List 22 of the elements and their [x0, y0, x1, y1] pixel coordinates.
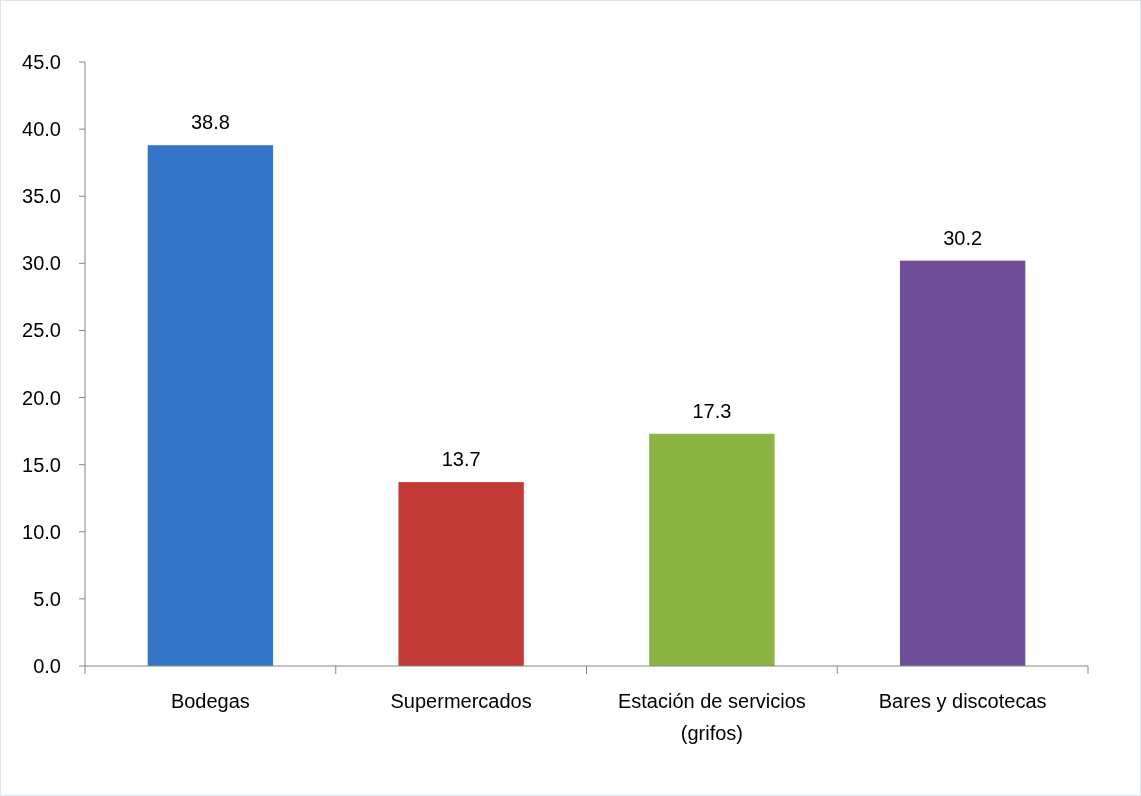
x-tick-label: Estación de servicios (grifos): [617, 690, 806, 744]
y-tick-label: 5.0: [33, 587, 61, 610]
x-tick-label: Bodegas: [170, 690, 250, 712]
y-tick-label: 20.0: [22, 386, 61, 409]
y-tick-label: 35.0: [22, 185, 61, 208]
bar: [649, 433, 775, 666]
data-label: 17.3: [692, 399, 732, 422]
x-tick-label: Supermercados: [390, 690, 532, 712]
x-tick-label: Bares y discotecas: [878, 690, 1047, 712]
y-tick-label: 30.0: [22, 252, 61, 275]
y-tick-label: 45.0: [22, 51, 61, 73]
bar: [398, 482, 524, 666]
data-label: 38.8: [190, 111, 230, 134]
bar: [147, 145, 274, 666]
data-label: 13.7: [441, 448, 481, 471]
bar: [899, 260, 1026, 666]
y-tick-label: 10.0: [22, 520, 61, 543]
y-tick-label: 25.0: [22, 319, 61, 342]
data-label: 30.2: [943, 226, 983, 249]
y-tick-label: 0.0: [33, 655, 61, 677]
y-tick-label: 40.0: [22, 118, 61, 141]
y-tick-label: 15.0: [22, 453, 61, 476]
